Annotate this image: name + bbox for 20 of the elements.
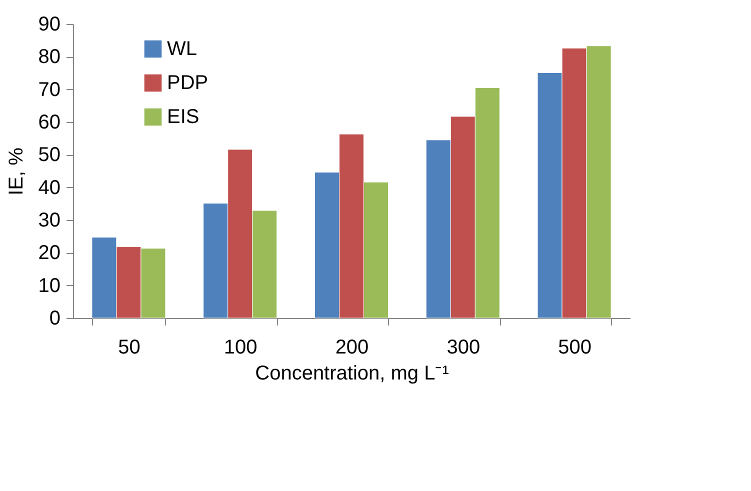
y-tick-label: 20 <box>38 242 60 264</box>
x-tick-label: 100 <box>224 336 258 358</box>
y-tick-label: 0 <box>49 308 60 330</box>
legend-label: PDP <box>167 72 208 94</box>
y-tick-label: 90 <box>38 14 60 36</box>
y-axis-title: IE, % <box>5 147 28 196</box>
y-tick-label: 60 <box>38 112 60 134</box>
x-axis-title: Concentration, mg L⁻¹ <box>255 362 450 384</box>
x-tick-label: 50 <box>118 336 140 358</box>
legend-label: EIS <box>167 106 200 128</box>
y-tick-label: 70 <box>38 78 60 101</box>
y-tick-label: 10 <box>38 274 60 297</box>
x-tick-label: 200 <box>335 336 369 358</box>
y-tick-label: 40 <box>38 176 60 199</box>
x-tick-label: 300 <box>446 336 480 358</box>
legend-label: WL <box>167 38 197 60</box>
y-tick-label: 80 <box>38 46 60 68</box>
y-tick-label: 50 <box>38 144 60 166</box>
x-tick-label: 500 <box>558 336 592 358</box>
y-tick-label: 30 <box>38 210 60 232</box>
